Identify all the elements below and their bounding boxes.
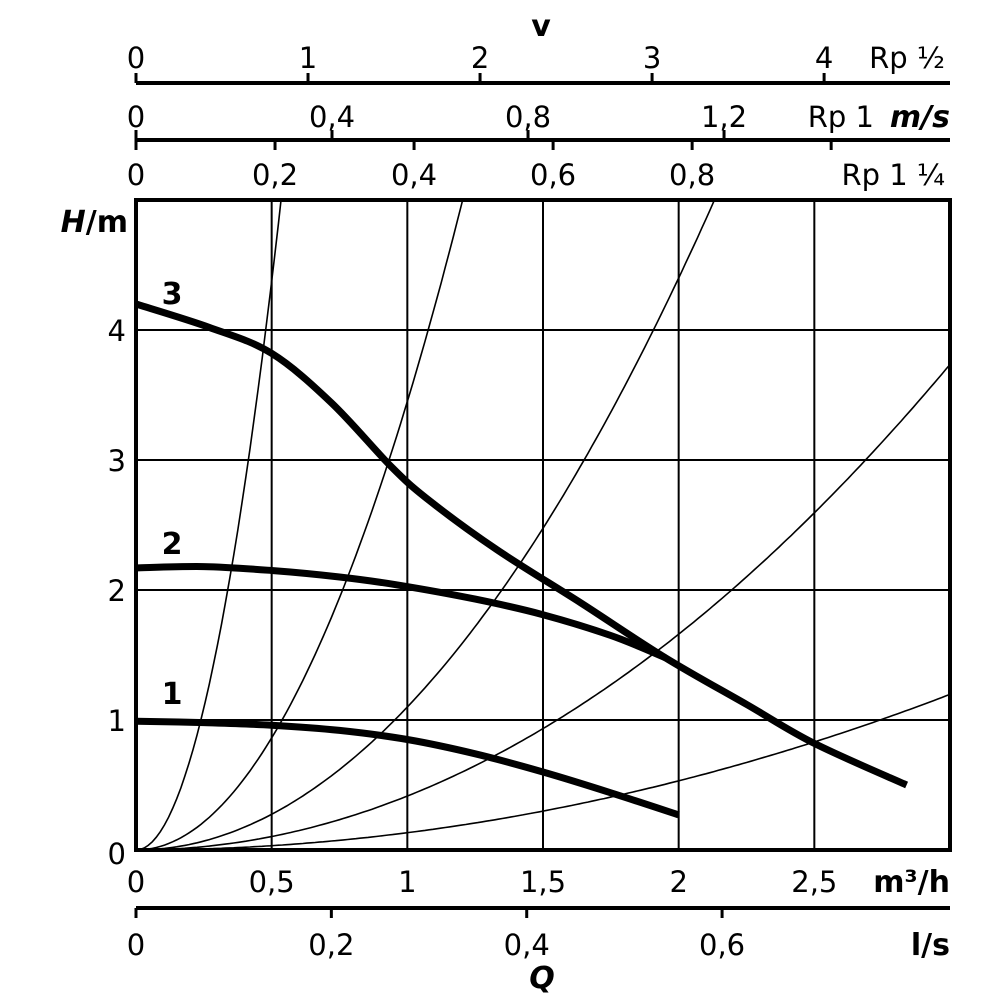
q-axis-label: Q — [529, 961, 555, 996]
velocity-unit: m/s — [890, 100, 950, 135]
pump-curve-1 — [135, 717, 680, 819]
y-axis-symbol: H — [61, 205, 86, 240]
pump-curve-2 — [135, 563, 667, 661]
y-tick-label: 1 — [108, 704, 126, 738]
ls-tick-label: 0,4 — [504, 928, 550, 962]
y-tick-label: 2 — [108, 574, 126, 608]
plot-frame — [134, 198, 952, 852]
velocity-tick-label: 0 — [127, 100, 145, 134]
x-tick-label: 2,5 — [791, 865, 837, 899]
system-curve — [136, 363, 951, 851]
velocity-tick-label: 4 — [815, 41, 833, 75]
pump-curve-3 — [134, 300, 909, 789]
y-tick-label: 4 — [108, 314, 126, 348]
pipe-label-rp-half: Rp ½ — [869, 41, 945, 75]
velocity-tick-label: 0 — [127, 158, 145, 192]
velocity-tick-label: 3 — [643, 41, 661, 75]
ls-tick-label: 0 — [127, 928, 145, 962]
velocity-tick-label: 0,8 — [505, 100, 551, 134]
x-axis-unit-m3h: m³/h — [873, 865, 950, 900]
velocity-tick-label: 0,6 — [530, 158, 576, 192]
y-tick-label: 3 — [108, 444, 126, 478]
x-tick-label: 1 — [398, 865, 416, 899]
series-label-2: 2 — [162, 527, 183, 562]
pipe-label-rp-1-quarter: Rp 1 ¼ — [841, 158, 945, 192]
velocity-tick-label: 0,4 — [309, 100, 355, 134]
x-tick-label: 0,5 — [249, 865, 295, 899]
y-axis-label: H/m — [61, 205, 128, 240]
system-curve — [136, 199, 716, 851]
x-tick-label: 2 — [669, 865, 687, 899]
velocity-tick-label: 0 — [127, 41, 145, 75]
series-label-1: 1 — [162, 677, 183, 712]
pump-curves — [134, 300, 909, 819]
velocity-tick-label: 0,4 — [391, 158, 437, 192]
velocity-tick-label: 0,8 — [669, 158, 715, 192]
velocity-axis-label: v — [531, 9, 551, 44]
velocity-tick-label: 1 — [299, 41, 317, 75]
ls-tick-label: 0,6 — [699, 928, 745, 962]
axes: 0 1 2 3 4 0 0,5 1 1,5 2 2,5 0 0,2 0,4 0,6 0 1 2 3 4 0 0,4 0,8 1… — [108, 41, 950, 962]
grid — [136, 200, 950, 850]
system-curve — [135, 199, 464, 851]
system-curve — [135, 199, 282, 851]
ls-tick-label: 0,2 — [308, 928, 354, 962]
series-label-3: 3 — [162, 277, 183, 312]
y-tick-label: 0 — [108, 837, 126, 871]
velocity-tick-label: 0,2 — [252, 158, 298, 192]
x-axis-unit-ls: l/s — [911, 928, 950, 963]
velocity-tick-label: 2 — [471, 41, 489, 75]
x-tick-label: 0 — [127, 865, 145, 899]
y-axis-unit: /m — [86, 205, 128, 240]
pipe-label-rp-1: Rp 1 — [808, 100, 874, 134]
x-tick-label: 1,5 — [520, 865, 566, 899]
velocity-tick-label: 1,2 — [701, 100, 747, 134]
